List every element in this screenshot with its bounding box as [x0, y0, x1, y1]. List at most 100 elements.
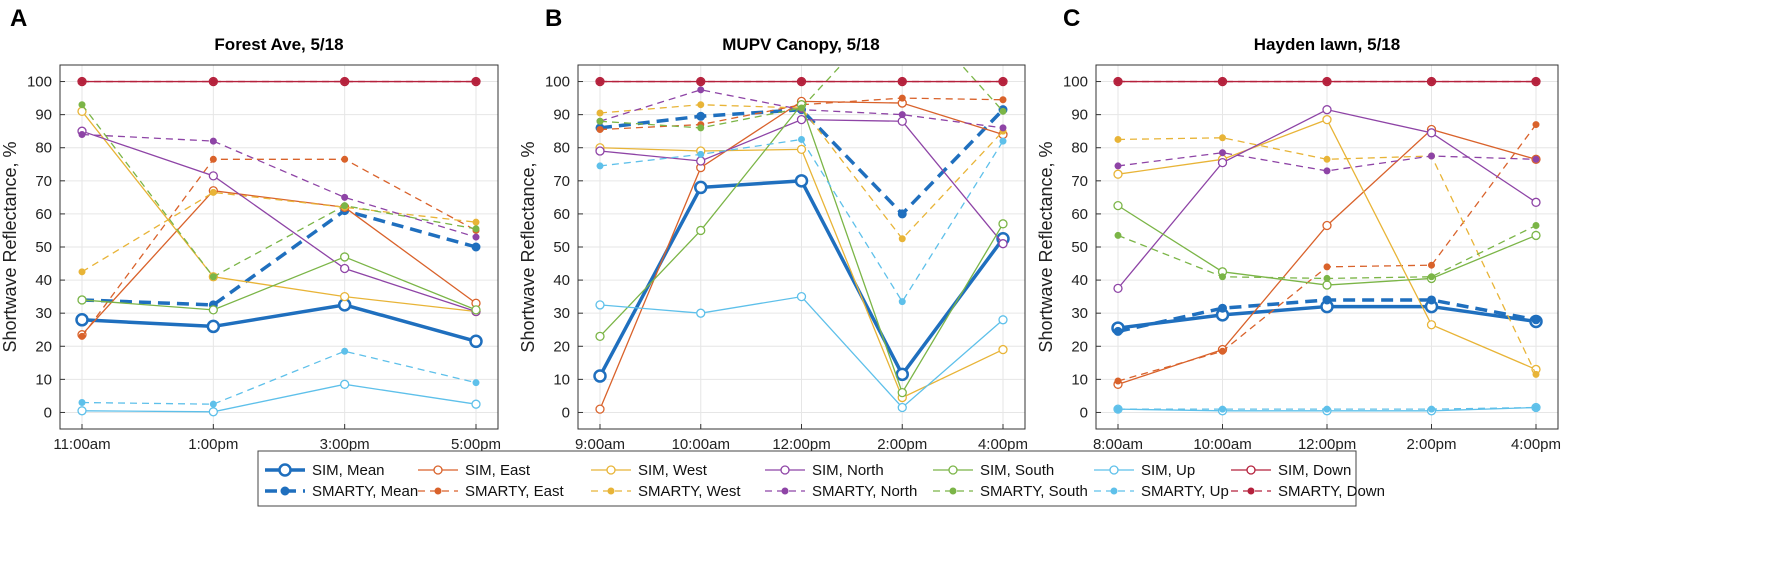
data-point-sim-west [998, 344, 1008, 355]
y-tick-label: 30 [553, 305, 570, 322]
data-point-smarty-up [697, 150, 705, 158]
data-point-sim-mean [206, 319, 221, 334]
data-point-sim-north [998, 239, 1008, 249]
y-tick-label: 30 [35, 305, 52, 322]
data-point-smarty-east [1114, 377, 1122, 385]
legend-label: SIM, North [812, 462, 884, 479]
data-point-smarty-down [209, 78, 217, 86]
data-point-smarty-north [898, 111, 906, 119]
series-line-sim-up [81, 383, 477, 413]
series-line-sim-south [81, 256, 477, 311]
data-point-sim-north [340, 263, 350, 274]
data-point-smarty-east [209, 155, 217, 163]
legend-marker [949, 487, 957, 495]
legend-label: SIM, East [465, 462, 531, 479]
data-point-smarty-north [209, 137, 217, 145]
data-point-sim-south [1322, 280, 1332, 290]
series-line-smarty-up [599, 138, 1004, 303]
series-line-sim-west [81, 110, 477, 313]
data-point-smarty-mean [696, 111, 706, 121]
legend-box [257, 450, 1357, 507]
series-line-sim-mean [81, 303, 477, 343]
y-axis-label: Shortwave Reflectance, % [0, 141, 20, 352]
x-tick-label: 10:00am [1193, 436, 1251, 453]
y-tick-label: 100 [545, 74, 570, 91]
data-point-smarty-south [899, 0, 905, 2]
data-point-sim-mean [75, 313, 89, 327]
data-point-sim-east [595, 404, 605, 414]
data-point-sim-mean [469, 334, 483, 349]
panel-title: MUPV Canopy, 5/18 [722, 35, 879, 54]
legend-entry: SIM, South [933, 462, 1054, 479]
legend-entry: SIM, Up [1094, 462, 1195, 479]
data-point-sim-up [77, 406, 87, 416]
y-tick-label: 60 [35, 206, 52, 223]
y-axis-label: Shortwave Reflectance, % [518, 141, 538, 352]
panel-c: 0 10 20 30 40 50 60 70 80 90 100 8:00am 10:00am 12:00… [1036, 5, 1561, 453]
legend-marker [606, 465, 616, 475]
y-tick-label: 50 [35, 239, 52, 256]
legend-marker [1109, 465, 1119, 475]
series-line-smarty-west [1117, 137, 1537, 375]
data-point-smarty-south [78, 101, 86, 109]
series-line-smarty-up [81, 350, 477, 405]
data-point-smarty-down [596, 78, 604, 86]
legend-marker [781, 487, 789, 495]
legend-marker [280, 486, 290, 496]
y-tick-label: 80 [1071, 140, 1088, 157]
panel-letter: A [10, 5, 27, 32]
data-point-smarty-up [1532, 403, 1540, 411]
data-point-smarty-west [596, 109, 604, 117]
data-point-smarty-east [1323, 263, 1331, 271]
legend-entry: SIM, North [765, 462, 884, 479]
legend-label: SIM, South [980, 462, 1054, 479]
y-tick-label: 100 [27, 74, 52, 91]
data-point-smarty-up [472, 379, 480, 387]
y-tick-label: 80 [35, 140, 52, 157]
series-line-smarty-west [81, 191, 477, 273]
data-point-smarty-up [341, 347, 349, 355]
legend-label: SIM, West [638, 462, 708, 479]
data-point-smarty-east [596, 126, 604, 134]
x-tick-label: 11:00am [53, 436, 110, 453]
legend-marker [433, 465, 443, 475]
legend-label: SMARTY, North [812, 483, 917, 500]
data-point-sim-up [796, 291, 807, 302]
series-line-smarty-east [81, 158, 477, 337]
legend-entry: SIM, East [418, 462, 531, 479]
data-point-sim-up [208, 407, 218, 417]
y-tick-label: 60 [553, 206, 570, 223]
data-point-smarty-south [1114, 231, 1122, 239]
data-point-sim-north [1217, 157, 1228, 168]
data-point-sim-south [998, 219, 1008, 229]
data-point-sim-north [208, 171, 218, 181]
data-point-sim-north [1113, 283, 1123, 294]
y-tick-label: 40 [35, 272, 52, 289]
x-tick-label: 2:00pm [1406, 436, 1456, 453]
legend-label: SMARTY, Mean [312, 483, 418, 500]
data-point-sim-up [696, 308, 706, 318]
data-point-smarty-west [697, 101, 705, 109]
panel-letter: B [545, 5, 562, 32]
x-tick-label: 10:00am [672, 436, 730, 453]
data-point-sim-mean [895, 367, 909, 382]
data-point-sim-up [998, 315, 1008, 325]
data-point-smarty-west [1532, 370, 1540, 378]
data-point-smarty-north [1428, 152, 1435, 160]
series-group [75, 76, 483, 417]
data-point-smarty-east [898, 94, 906, 102]
data-point-smarty-east [1428, 261, 1435, 269]
series-line-sim-north [81, 130, 477, 313]
data-point-sim-north [897, 116, 907, 126]
y-tick-label: 70 [553, 173, 570, 190]
data-point-smarty-west [78, 268, 86, 276]
panel-a: 0 10 20 30 40 50 60 70 80 90 100 11:00am 1:00pm 3:00p… [0, 5, 501, 453]
series-line-sim-east [81, 190, 477, 336]
data-point-sim-up [595, 300, 605, 310]
y-tick-label: 10 [1071, 371, 1088, 388]
data-point-smarty-south [1532, 221, 1540, 229]
y-axis-label: Shortwave Reflectance, % [1036, 141, 1056, 352]
y-tick-label: 0 [1080, 404, 1088, 421]
